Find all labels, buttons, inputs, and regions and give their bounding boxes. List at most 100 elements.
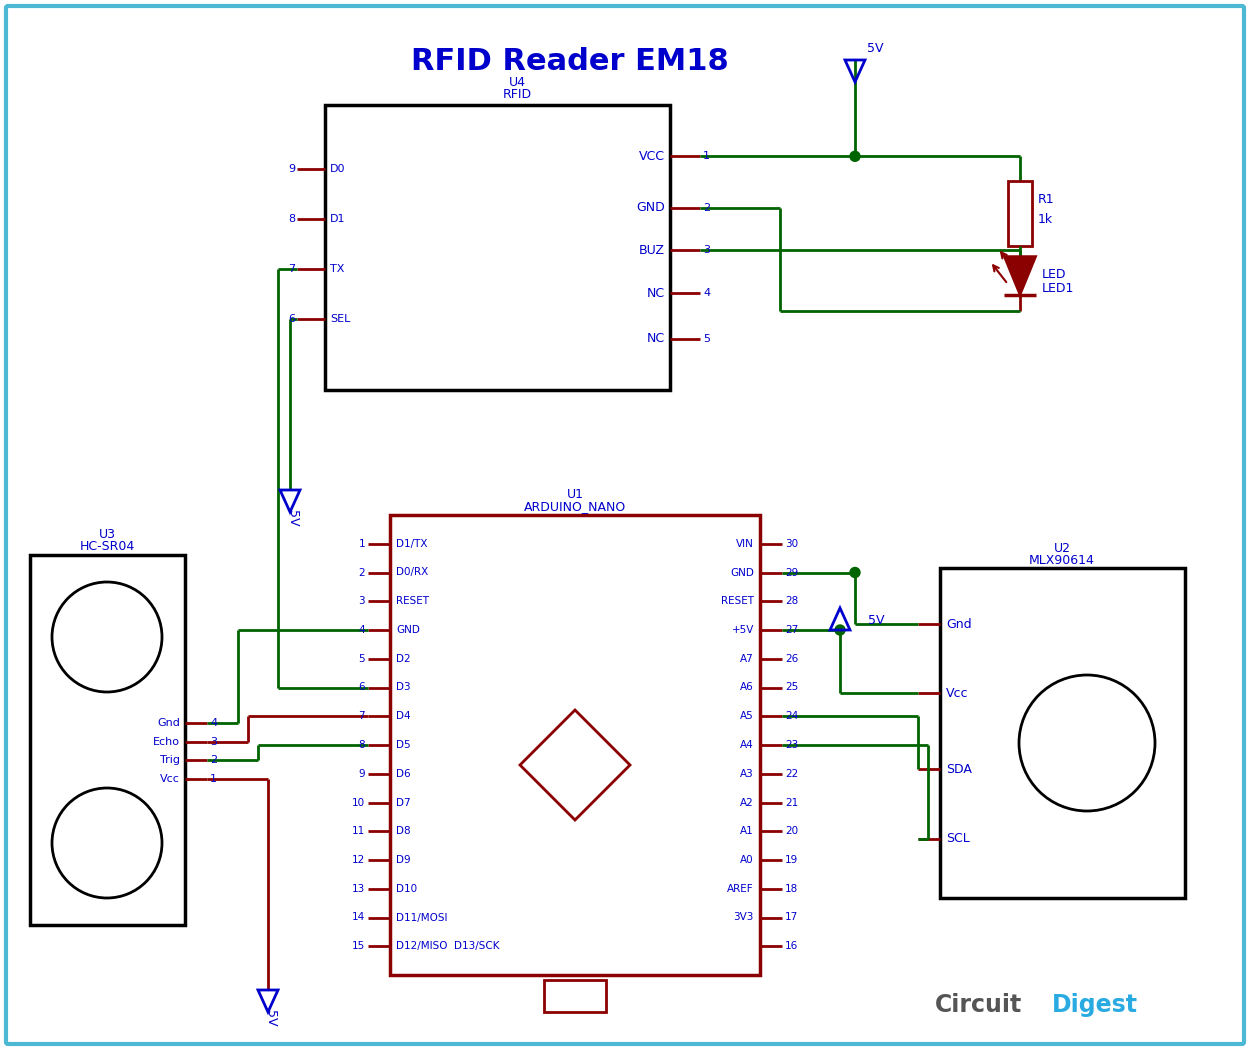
Text: GND: GND <box>636 202 665 214</box>
Circle shape <box>835 625 845 635</box>
Text: VCC: VCC <box>639 150 665 163</box>
Text: D10: D10 <box>396 884 418 894</box>
Text: Vcc: Vcc <box>946 687 969 700</box>
Text: A2: A2 <box>740 798 754 807</box>
Text: D1/TX: D1/TX <box>396 539 428 549</box>
Text: 29: 29 <box>785 567 799 578</box>
Text: GND: GND <box>730 567 754 578</box>
Text: 11: 11 <box>351 826 365 836</box>
Text: 4: 4 <box>703 288 710 298</box>
Bar <box>30 555 185 925</box>
Text: D7: D7 <box>396 798 410 807</box>
Circle shape <box>1019 675 1155 811</box>
Circle shape <box>850 567 860 578</box>
Text: 10: 10 <box>352 798 365 807</box>
Circle shape <box>52 582 162 692</box>
Text: 16: 16 <box>785 941 799 951</box>
Text: 3V3: 3V3 <box>734 912 754 923</box>
Text: D8: D8 <box>396 826 410 836</box>
Text: VIN: VIN <box>736 539 754 549</box>
Text: BUZ: BUZ <box>639 244 665 257</box>
Text: 24: 24 <box>785 711 799 721</box>
Text: TX: TX <box>330 264 345 274</box>
Text: 20: 20 <box>785 826 799 836</box>
Bar <box>940 568 1185 898</box>
Text: MLX90614: MLX90614 <box>1029 553 1095 567</box>
Text: Circuit: Circuit <box>935 993 1022 1017</box>
Text: Gnd: Gnd <box>946 617 971 631</box>
Text: 3: 3 <box>703 246 710 255</box>
Text: 4: 4 <box>359 625 365 635</box>
Text: 15: 15 <box>351 941 365 951</box>
Text: 4: 4 <box>210 718 217 729</box>
Text: 25: 25 <box>785 682 799 693</box>
Text: RESET: RESET <box>721 596 754 606</box>
FancyBboxPatch shape <box>6 6 1244 1044</box>
Text: Digest: Digest <box>1052 993 1138 1017</box>
Text: 8: 8 <box>359 740 365 750</box>
Text: 30: 30 <box>785 539 799 549</box>
Text: R1: R1 <box>1038 193 1055 206</box>
Text: NC: NC <box>648 332 665 345</box>
Text: U4: U4 <box>509 77 525 89</box>
Text: 28: 28 <box>785 596 799 606</box>
Text: LED1: LED1 <box>1042 281 1075 295</box>
Text: A4: A4 <box>740 740 754 750</box>
Text: 21: 21 <box>785 798 799 807</box>
Text: 22: 22 <box>785 769 799 779</box>
Text: RFID Reader EM18: RFID Reader EM18 <box>411 47 729 77</box>
Text: A7: A7 <box>740 654 754 664</box>
Text: 2: 2 <box>210 755 217 765</box>
Text: A6: A6 <box>740 682 754 693</box>
Text: D0: D0 <box>330 164 345 174</box>
Text: 1: 1 <box>210 774 217 784</box>
Text: D9: D9 <box>396 855 410 865</box>
Polygon shape <box>1004 256 1036 295</box>
Circle shape <box>52 788 162 898</box>
Text: Vcc: Vcc <box>160 774 180 784</box>
Text: 5V: 5V <box>867 42 884 55</box>
Text: 26: 26 <box>785 654 799 664</box>
Text: 1k: 1k <box>1038 213 1052 226</box>
Text: SDA: SDA <box>946 762 972 776</box>
Text: D0/RX: D0/RX <box>396 567 429 578</box>
Text: RESET: RESET <box>396 596 429 606</box>
Text: 1: 1 <box>703 151 710 162</box>
Text: 7: 7 <box>359 711 365 721</box>
Text: 8: 8 <box>288 214 295 224</box>
Bar <box>544 980 606 1012</box>
Text: 9: 9 <box>288 164 295 174</box>
Text: 18: 18 <box>785 884 799 894</box>
Text: A5: A5 <box>740 711 754 721</box>
Text: 19: 19 <box>785 855 799 865</box>
Text: D5: D5 <box>396 740 410 750</box>
Text: RFID: RFID <box>503 88 531 102</box>
Bar <box>390 514 760 975</box>
Text: NC: NC <box>648 287 665 299</box>
Text: 2: 2 <box>703 203 710 212</box>
Text: D1: D1 <box>330 214 345 224</box>
Text: U1: U1 <box>566 488 584 502</box>
Text: HC-SR04: HC-SR04 <box>80 541 135 553</box>
Text: A3: A3 <box>740 769 754 779</box>
Text: A1: A1 <box>740 826 754 836</box>
Circle shape <box>850 151 860 162</box>
Text: 6: 6 <box>288 314 295 323</box>
Text: 1: 1 <box>359 539 365 549</box>
Text: U3: U3 <box>99 528 115 542</box>
Text: 5: 5 <box>703 334 710 343</box>
Text: 12: 12 <box>351 855 365 865</box>
Text: 23: 23 <box>785 740 799 750</box>
Text: 9: 9 <box>359 769 365 779</box>
Text: 7: 7 <box>288 264 295 274</box>
Text: ARDUINO_NANO: ARDUINO_NANO <box>524 501 626 513</box>
Text: A0: A0 <box>740 855 754 865</box>
Text: 27: 27 <box>785 625 799 635</box>
Text: SCL: SCL <box>946 832 970 845</box>
Text: 5: 5 <box>359 654 365 664</box>
Text: AREF: AREF <box>728 884 754 894</box>
Text: SEL: SEL <box>330 314 350 323</box>
Text: 2: 2 <box>359 567 365 578</box>
Text: 17: 17 <box>785 912 799 923</box>
Text: 3: 3 <box>210 737 217 747</box>
